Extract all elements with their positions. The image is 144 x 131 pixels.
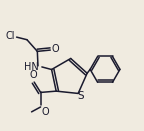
Text: O: O xyxy=(52,44,59,54)
Text: O: O xyxy=(29,70,37,80)
Text: HN: HN xyxy=(24,62,39,72)
Text: O: O xyxy=(42,107,50,117)
Text: Cl: Cl xyxy=(6,31,15,42)
Text: S: S xyxy=(78,91,84,101)
